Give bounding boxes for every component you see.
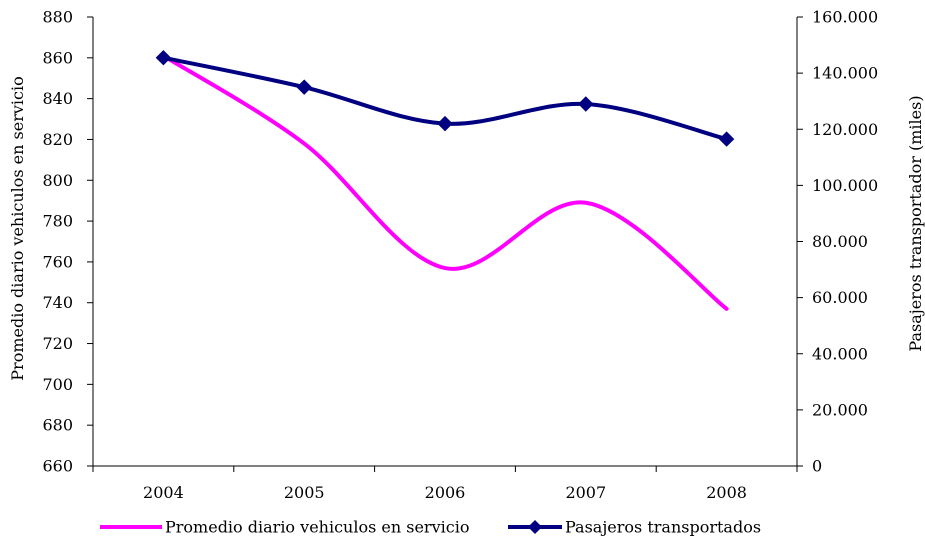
y-left-tick-label: 880 <box>42 8 73 27</box>
axes: 660 680 700 720 740 760 780 800 820 840 860 880 0 20.… <box>42 8 878 503</box>
y-axis-left-title: Promedio diario vehiculos en servicio <box>8 76 27 380</box>
y-right-tick-label: 20.000 <box>812 400 868 419</box>
y-right-tick-label: 140.000 <box>812 64 878 83</box>
series-marker-1 <box>296 79 312 95</box>
series-marker-1 <box>437 115 453 132</box>
legend-marker-pasajeros <box>528 520 542 534</box>
y-axis-right-title: Pasajeros transportador (miles) <box>906 95 925 351</box>
y-right-tick-label: 40.000 <box>812 344 868 363</box>
x-tick-label: 2007 <box>565 483 606 502</box>
x-tick-label: 2008 <box>706 483 747 502</box>
series-marker-1 <box>155 49 172 66</box>
x-tick-label: 2005 <box>284 483 325 502</box>
series-marker-1 <box>718 131 735 147</box>
series-layer <box>155 49 735 311</box>
y-left-tick-label: 680 <box>42 416 73 435</box>
legend-label-pasajeros: Pasajeros transportados <box>565 518 761 537</box>
legend: Promedio diario vehiculos en servicio Pa… <box>100 518 761 537</box>
y-right-tick-label: 120.000 <box>812 120 878 139</box>
x-tick-label: 2006 <box>425 483 466 502</box>
y-right-tick-label: 60.000 <box>812 288 868 307</box>
y-left-tick-label: 840 <box>42 89 73 108</box>
y-right-tick-label: 160.000 <box>812 8 878 27</box>
y-left-tick-label: 740 <box>42 293 73 312</box>
y-right-tick-label: 0 <box>812 457 822 476</box>
series-line-0 <box>161 53 729 311</box>
y-left-tick-label: 760 <box>42 252 73 271</box>
y-right-tick-label: 100.000 <box>812 176 878 195</box>
y-right-tick-label: 80.000 <box>812 232 868 251</box>
y-left-tick-label: 720 <box>42 334 73 353</box>
legend-label-promedio: Promedio diario vehiculos en servicio <box>165 518 469 537</box>
series-marker-1 <box>578 96 594 112</box>
x-tick-label: 2004 <box>143 483 184 502</box>
y-left-tick-label: 780 <box>42 212 73 231</box>
y-left-tick-label: 820 <box>42 130 73 149</box>
y-left-tick-label: 700 <box>42 375 73 394</box>
y-left-tick-label: 660 <box>42 457 73 476</box>
y-left-tick-label: 860 <box>42 48 73 67</box>
y-left-tick-label: 800 <box>42 171 73 190</box>
